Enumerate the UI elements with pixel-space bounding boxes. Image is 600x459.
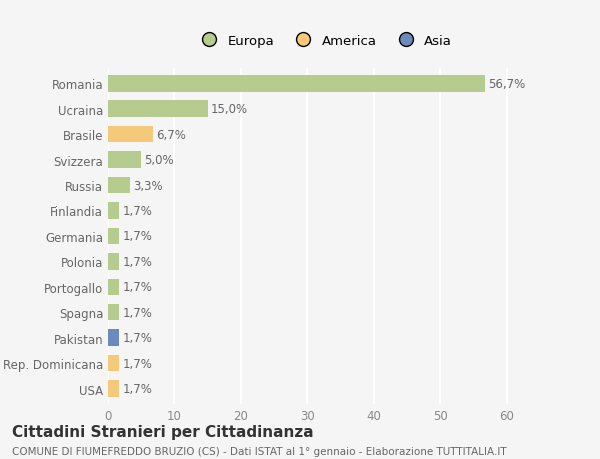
Text: 1,7%: 1,7%	[122, 357, 152, 370]
Text: 1,7%: 1,7%	[122, 280, 152, 294]
Bar	[108, 101, 208, 118]
Bar	[108, 355, 119, 371]
Bar	[108, 152, 141, 168]
Text: Cittadini Stranieri per Cittadinanza: Cittadini Stranieri per Cittadinanza	[12, 425, 314, 440]
Text: 1,7%: 1,7%	[122, 306, 152, 319]
Text: 5,0%: 5,0%	[145, 154, 174, 167]
Text: 1,7%: 1,7%	[122, 255, 152, 268]
Text: 3,3%: 3,3%	[133, 179, 163, 192]
Bar	[108, 228, 119, 245]
Bar	[108, 177, 130, 194]
Legend: Europa, America, Asia: Europa, America, Asia	[193, 32, 455, 50]
Bar	[108, 279, 119, 296]
Text: COMUNE DI FIUMEFREDDO BRUZIO (CS) - Dati ISTAT al 1° gennaio - Elaborazione TUTT: COMUNE DI FIUMEFREDDO BRUZIO (CS) - Dati…	[12, 446, 506, 456]
Bar	[108, 127, 152, 143]
Bar	[108, 76, 485, 92]
Bar	[108, 304, 119, 321]
Bar	[108, 253, 119, 270]
Bar	[108, 381, 119, 397]
Bar	[108, 203, 119, 219]
Text: 1,7%: 1,7%	[122, 382, 152, 395]
Text: 6,7%: 6,7%	[156, 129, 186, 141]
Bar	[108, 330, 119, 346]
Text: 1,7%: 1,7%	[122, 230, 152, 243]
Text: 1,7%: 1,7%	[122, 205, 152, 218]
Text: 15,0%: 15,0%	[211, 103, 248, 116]
Text: 56,7%: 56,7%	[488, 78, 526, 90]
Text: 1,7%: 1,7%	[122, 331, 152, 344]
